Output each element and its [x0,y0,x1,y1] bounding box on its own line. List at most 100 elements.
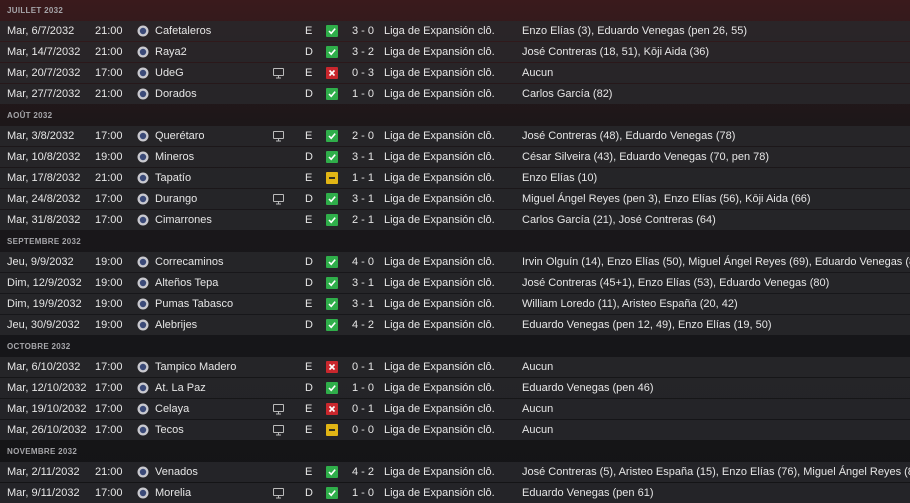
tv-icon [273,425,284,436]
result-icon [326,130,338,142]
team-crest [137,487,149,499]
time: 21:00 [95,88,123,100]
time: 17:00 [95,382,123,394]
opponent: Cimarrones [155,214,212,226]
scorers: Miguel Ángel Reyes (pen 3), Enzo Elías (… [522,193,811,205]
time: 19:00 [95,151,123,163]
fixture-row[interactable]: Mar, 6/10/2032 17:00 Tampico Madero E 0 - 1 L… [0,357,910,377]
fixture-row[interactable]: Mar, 14/7/2032 21:00 Raya2 D 3 - 2 Liga de Ex… [0,42,910,62]
date: Jeu, 30/9/2032 [7,319,80,331]
result-icon [326,487,338,499]
competition: Liga de Expansión clô. [384,487,495,499]
score: 3 - 1 [352,298,375,310]
score: 2 - 1 [352,214,375,226]
fixture-row[interactable]: Mar, 9/11/2032 17:00 Morelia D 1 - 0 Liga de … [0,483,910,503]
time: 17:00 [95,424,123,436]
date: Mar, 31/8/2032 [7,214,81,226]
month-header: SEPTEMBRE 2032 [0,231,910,252]
fixture-row[interactable]: Mar, 24/8/2032 17:00 Durango D 3 - 1 Liga de … [0,189,910,209]
venue: E [305,298,313,310]
opponent: Tecos [155,424,184,436]
fixture-row[interactable]: Mar, 17/8/2032 21:00 Tapatío E 1 - 1 Liga de … [0,168,910,188]
result-icon [326,172,338,184]
fixture-row[interactable]: Mar, 10/8/2032 19:00 Mineros D 3 - 1 Liga de … [0,147,910,167]
fixture-row[interactable]: Mar, 3/8/2032 17:00 Querétaro E 2 - 0 Liga de… [0,126,910,146]
venue: E [305,424,313,436]
score: 1 - 0 [352,382,375,394]
fixture-row[interactable]: Mar, 31/8/2032 17:00 Cimarrones E 2 - 1 Liga … [0,210,910,230]
score: 4 - 0 [352,256,375,268]
score: 2 - 0 [352,130,375,142]
venue: E [305,403,313,415]
month-header: NOVEMBRE 2032 [0,441,910,462]
fixture-row[interactable]: Mar, 26/10/2032 17:00 Tecos E 0 - 0 Liga de E… [0,420,910,440]
month-label: OCTOBRE 2032 [7,342,71,351]
opponent: Morelia [155,487,192,499]
team-crest [137,403,149,415]
fixture-row[interactable]: Mar, 20/7/2032 17:00 UdeG E 0 - 3 Liga de Exp… [0,63,910,83]
month-header: AOÛT 2032 [0,105,910,126]
score: 0 - 1 [352,361,375,373]
opponent: Cafetaleros [155,25,212,37]
opponent: Correcaminos [155,256,224,268]
opponent: Celaya [155,403,190,415]
team-crest [137,88,149,100]
score: 3 - 1 [352,151,375,163]
opponent: Tapatío [155,172,192,184]
competition: Liga de Expansión clô. [384,214,495,226]
team-crest [137,25,149,37]
date: Mar, 24/8/2032 [7,193,81,205]
opponent: UdeG [155,67,184,79]
date: Mar, 20/7/2032 [7,67,81,79]
month-label: JUILLET 2032 [7,6,64,15]
venue: E [305,361,313,373]
score: 1 - 0 [352,88,375,100]
tv-icon [273,488,284,499]
month-label: SEPTEMBRE 2032 [7,237,82,246]
result-icon [326,361,338,373]
opponent: At. La Paz [155,382,206,394]
team-crest [137,67,149,79]
venue: D [305,382,313,394]
date: Mar, 27/7/2032 [7,88,81,100]
fixture-row[interactable]: Mar, 2/11/2032 21:00 Venados E 4 - 2 Liga de … [0,462,910,482]
competition: Liga de Expansión clô. [384,277,495,289]
date: Jeu, 9/9/2032 [7,256,74,268]
score: 3 - 0 [352,25,375,37]
scorers: Aucun [522,424,554,436]
fixture-row[interactable]: Jeu, 9/9/2032 19:00 Correcaminos D 4 - 0 Liga… [0,252,910,272]
opponent: Venados [155,466,198,478]
scorers: Aucun [522,361,554,373]
opponent: Alteños Tepa [155,277,219,289]
team-crest [137,130,149,142]
month-header: OCTOBRE 2032 [0,336,910,357]
month-label: AOÛT 2032 [7,111,53,120]
date: Mar, 17/8/2032 [7,172,81,184]
opponent: Raya2 [155,46,187,58]
date: Mar, 6/10/2032 [7,361,81,373]
time: 19:00 [95,256,123,268]
scorers: Aucun [522,403,554,415]
venue: D [305,193,313,205]
fixture-row[interactable]: Dim, 12/9/2032 19:00 Alteños Tepa D 3 - 1 Lig… [0,273,910,293]
team-crest [137,382,149,394]
competition: Liga de Expansión clô. [384,88,495,100]
fixture-row[interactable]: Jeu, 30/9/2032 19:00 Alebrijes D 4 - 2 Liga d… [0,315,910,335]
team-crest [137,214,149,226]
fixture-row[interactable]: Mar, 19/10/2032 17:00 Celaya E 0 - 1 Liga de … [0,399,910,419]
fixture-row[interactable]: Dim, 19/9/2032 19:00 Pumas Tabasco E 3 - 1 Li… [0,294,910,314]
fixture-row[interactable]: Mar, 27/7/2032 21:00 Dorados D 1 - 0 Liga de … [0,84,910,104]
fixture-row[interactable]: Mar, 12/10/2032 17:00 At. La Paz D 1 - 0 Liga… [0,378,910,398]
result-icon [326,67,338,79]
venue: D [305,88,313,100]
competition: Liga de Expansión clô. [384,130,495,142]
competition: Liga de Expansión clô. [384,382,495,394]
tv-icon [273,131,284,142]
fixture-row[interactable]: Mar, 6/7/2032 21:00 Cafetaleros E 3 - 0 Liga … [0,21,910,41]
date: Mar, 9/11/2032 [7,487,80,499]
date: Mar, 2/11/2032 [7,466,80,478]
scorers: Enzo Elías (10) [522,172,598,184]
opponent: Durango [155,193,198,205]
result-icon [326,214,338,226]
team-crest [137,256,149,268]
